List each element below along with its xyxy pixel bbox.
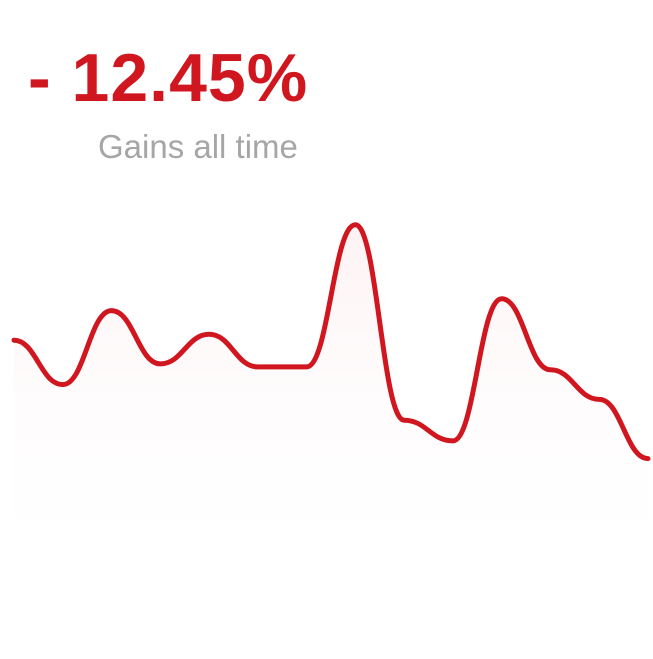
chart-point-10 <box>499 296 505 302</box>
chart-point-0 <box>11 337 17 343</box>
chart-point-13 <box>645 456 651 462</box>
chart-point-5 <box>255 364 261 370</box>
gain-percentage: - 12.45% <box>28 40 309 116</box>
chart-point-3 <box>157 361 163 367</box>
chart-series-line <box>11 222 651 462</box>
chart-point-11 <box>548 367 554 373</box>
chart-point-1 <box>60 382 66 388</box>
chart-area-fill <box>14 224 648 582</box>
chart-point-9 <box>450 438 456 444</box>
chart-point-6 <box>304 364 310 370</box>
chart-point-8 <box>401 417 407 423</box>
chart-point-7 <box>352 222 358 228</box>
gain-caption: Gains all time <box>98 128 298 165</box>
chart-point-12 <box>596 396 602 402</box>
chart-point-4 <box>206 331 212 337</box>
chart-point-2 <box>109 308 115 314</box>
